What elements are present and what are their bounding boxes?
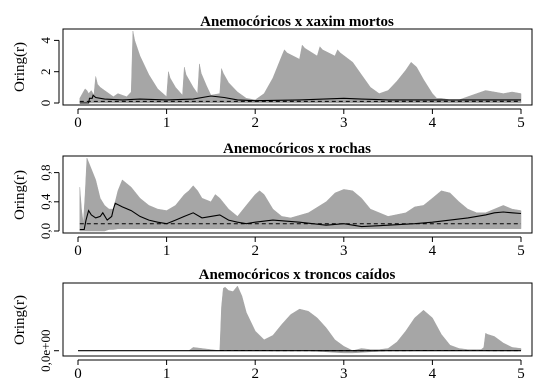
x-axis: 0 1 2 3 4 5 xyxy=(74,236,525,259)
x-tick-label: 5 xyxy=(517,115,525,131)
x-tick-label: 2 xyxy=(251,243,259,259)
chart-title: Anemocóricos x troncos caídos xyxy=(199,267,396,283)
chart-title: Anemocóricos x xaxim mortos xyxy=(200,14,394,30)
observed-layer xyxy=(79,202,522,231)
x-tick-label: 4 xyxy=(429,366,437,381)
envelope-layer xyxy=(188,285,522,354)
observed-layer xyxy=(79,94,521,104)
x-tick-label: 0 xyxy=(74,243,82,259)
observed-line xyxy=(79,202,522,231)
y-tick-label: 4 xyxy=(38,37,53,44)
y-axis-label: Oring(r) xyxy=(12,42,28,92)
y-tick-label: 0,0 xyxy=(38,223,53,239)
y-axis: 0,0 0,4 0,8 xyxy=(38,164,60,239)
plot-frame xyxy=(62,155,533,234)
envelope-area xyxy=(79,157,522,232)
y-tick-label: 2 xyxy=(38,68,53,75)
envelope-layer xyxy=(79,30,522,104)
x-tick-label: 3 xyxy=(340,115,348,131)
y-tick-label: 0 xyxy=(38,100,53,107)
y-axis: 0 2 4 xyxy=(38,37,60,107)
x-tick-label: 1 xyxy=(163,115,171,131)
x-tick-label: 3 xyxy=(340,366,348,381)
chart-panel-xaxim-mortos: Anemocóricos x xaxim mortos Oring(r) 0 1 2… xyxy=(12,14,533,131)
y-tick-label: 0,4 xyxy=(38,193,53,210)
x-tick-label: 0 xyxy=(74,115,82,131)
chart-title: Anemocóricos x rochas xyxy=(223,141,371,157)
x-axis: 0 1 2 3 4 5 xyxy=(74,359,525,381)
y-axis-label: Oring(r) xyxy=(12,170,28,220)
x-tick-label: 5 xyxy=(517,366,525,381)
plot-frame xyxy=(62,282,533,357)
envelope-layer xyxy=(79,157,522,232)
envelope-area xyxy=(188,285,522,354)
chart-panel-rochas: Anemocóricos x rochas Oring(r) 0 1 2 3 4 5 0,… xyxy=(12,141,533,259)
x-tick-label: 4 xyxy=(429,115,437,131)
x-tick-label: 2 xyxy=(251,366,259,381)
y-axis-label: Oring(r) xyxy=(12,295,28,345)
x-tick-label: 1 xyxy=(163,243,171,259)
chart-panel-troncos-caidos: Anemocóricos x troncos caídos Oring(r) 0… xyxy=(12,267,533,381)
x-tick-label: 2 xyxy=(251,115,259,131)
plot-frame xyxy=(62,28,533,106)
x-tick-label: 3 xyxy=(340,243,348,259)
y-tick-label: 0,8 xyxy=(38,164,53,180)
observed-line xyxy=(79,94,521,104)
x-tick-label: 1 xyxy=(163,366,171,381)
y-tick-label: 0,0e+00 xyxy=(38,330,53,372)
x-tick-label: 5 xyxy=(517,243,525,259)
x-tick-label: 4 xyxy=(429,243,437,259)
y-axis: 0,0e+00 xyxy=(38,330,59,372)
envelope-area xyxy=(79,30,522,104)
x-tick-label: 0 xyxy=(74,366,82,381)
x-axis: 0 1 2 3 4 5 xyxy=(74,108,525,131)
